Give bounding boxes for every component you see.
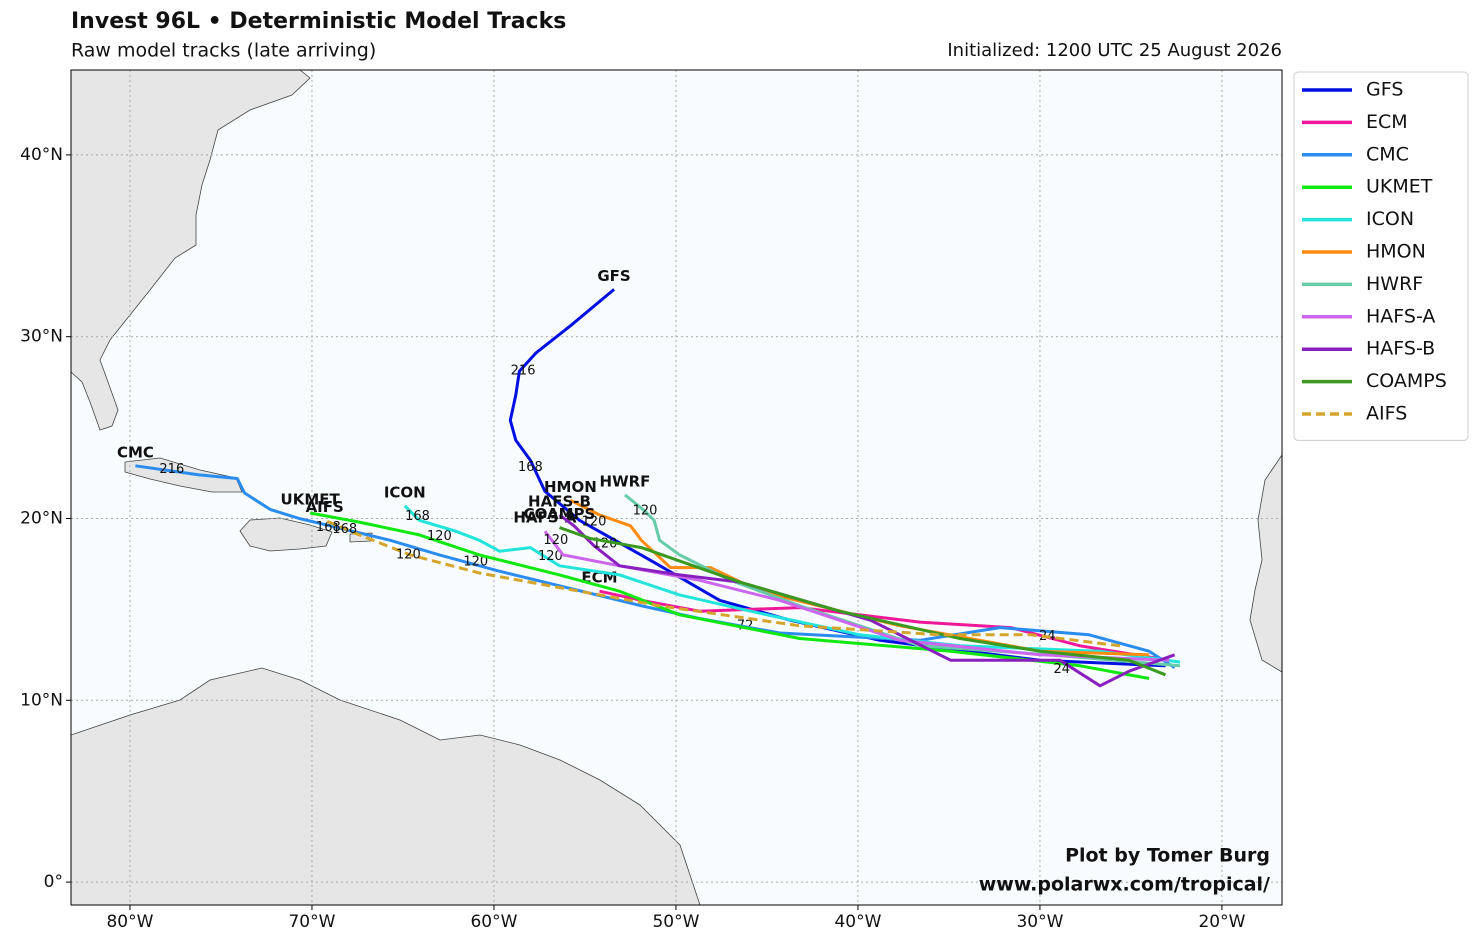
- hour-label: 120: [396, 547, 421, 562]
- land: [71, 70, 1282, 905]
- y-tick-label: 0°: [44, 872, 63, 892]
- track-end-label: UKMET: [281, 491, 341, 509]
- hour-label: 120: [633, 504, 658, 519]
- legend-label: ECM: [1366, 111, 1408, 133]
- x-tick-label: 60°W: [470, 912, 517, 932]
- south-america: [71, 667, 701, 905]
- track-end-label: AIFS: [306, 498, 344, 516]
- hour-label: 120: [538, 549, 563, 564]
- hour-label: 24: [1054, 662, 1071, 677]
- hour-label: 120: [543, 533, 568, 548]
- hour-label: 168: [332, 522, 357, 537]
- legend-label: UKMET: [1366, 176, 1433, 198]
- y-tick-label: 40°N: [20, 145, 63, 165]
- x-tick-label: 70°W: [288, 912, 335, 932]
- credit: Plot by Tomer Burg: [1065, 845, 1270, 867]
- x-tick-label: 50°W: [652, 912, 699, 932]
- africa: [1249, 454, 1282, 673]
- track: [569, 498, 1150, 657]
- legend-label: COAMPS: [1366, 370, 1447, 392]
- chart-title: Invest 96L • Deterministic Model Tracks: [71, 9, 566, 34]
- legend-label: GFS: [1366, 79, 1403, 101]
- x-tick-label: 30°W: [1016, 912, 1063, 932]
- legend-label: HAFS-B: [1366, 338, 1435, 360]
- x-tick-label: 40°W: [834, 912, 881, 932]
- legend-label: AIFS: [1366, 403, 1407, 425]
- track-end-label: COAMPS: [524, 505, 596, 523]
- track: [543, 530, 1170, 662]
- hour-label: 216: [159, 462, 184, 477]
- legend-label: HWRF: [1366, 273, 1423, 295]
- chart-subtitle: Raw model tracks (late arriving): [71, 40, 376, 62]
- legend: GFS ECM CMC UKMET ICON HMON HWRF HAFS-A HAFS-B CO…: [1293, 71, 1469, 441]
- track-end-label: ICON: [384, 483, 426, 501]
- credit-url: www.polarwx.com/tropical/: [979, 874, 1270, 896]
- hour-label: 168: [518, 460, 543, 475]
- track-end-label: HMON: [544, 478, 597, 496]
- track: [559, 526, 1167, 677]
- north-america: [71, 70, 311, 431]
- x-tick-label: 80°W: [106, 912, 153, 932]
- y-tick-label: 10°N: [20, 690, 63, 710]
- track: [324, 518, 1121, 648]
- track-end-label: HAFS-B: [528, 492, 591, 510]
- init-time: Initialized: 1200 UTC 25 August 2026: [947, 40, 1282, 61]
- track-end-label: CMC: [117, 443, 154, 461]
- tracks: 216168GFS72ECM21616812024CMC120UKMET1681…: [117, 267, 1181, 688]
- y-tick-label: 20°N: [20, 508, 63, 528]
- legend-label: CMC: [1366, 143, 1409, 165]
- hour-label: 168: [405, 509, 430, 524]
- plot-frame: [70, 69, 1283, 906]
- legend-label: ICON: [1366, 208, 1414, 230]
- track: [135, 464, 1176, 669]
- track: [309, 511, 1150, 680]
- track-end-label: HAFS-A: [513, 509, 576, 527]
- y-tick-label: 30°N: [20, 327, 63, 347]
- cuba: [124, 457, 243, 493]
- hispaniola: [239, 517, 333, 552]
- legend-label: HAFS-A: [1366, 305, 1435, 327]
- hour-label: 120: [427, 529, 452, 544]
- x-tick-label: 20°W: [1198, 912, 1245, 932]
- track-end-label: GFS: [597, 267, 630, 285]
- track-end-label: HWRF: [600, 472, 651, 490]
- hour-label: 120: [582, 515, 607, 530]
- hour-label: 120: [463, 555, 488, 570]
- legend-label: HMON: [1366, 241, 1426, 263]
- grid: [66, 70, 1282, 910]
- hour-label: 216: [511, 364, 536, 379]
